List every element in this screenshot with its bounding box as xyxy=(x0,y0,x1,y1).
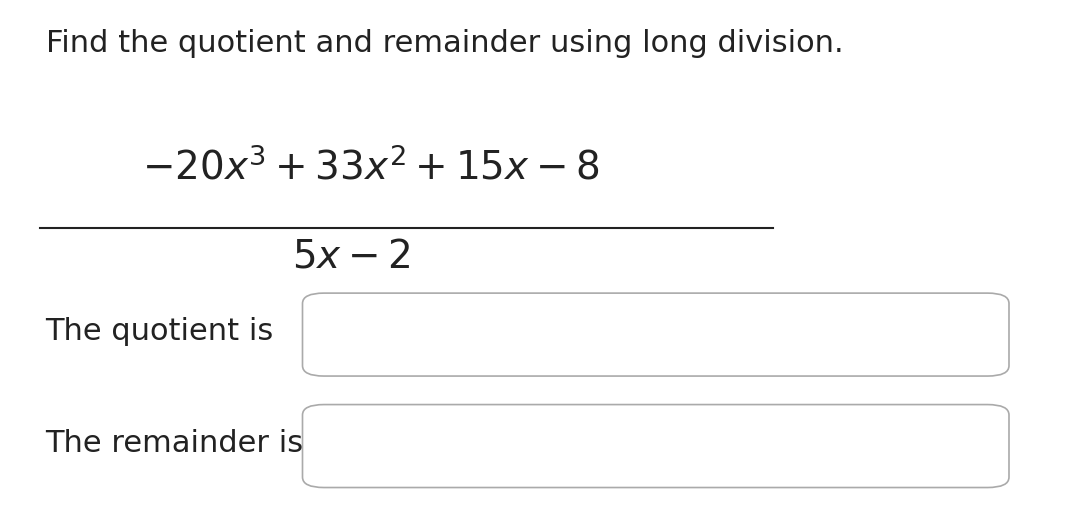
Text: The quotient is: The quotient is xyxy=(45,318,274,346)
FancyBboxPatch shape xyxy=(302,405,1009,487)
FancyBboxPatch shape xyxy=(302,293,1009,376)
Text: The remainder is: The remainder is xyxy=(45,429,303,458)
Text: $-20x^3 + 33x^2 + 15x - 8$: $-20x^3 + 33x^2 + 15x - 8$ xyxy=(142,148,599,188)
Text: $5x - 2$: $5x - 2$ xyxy=(292,238,410,276)
Text: Find the quotient and remainder using long division.: Find the quotient and remainder using lo… xyxy=(45,29,844,58)
